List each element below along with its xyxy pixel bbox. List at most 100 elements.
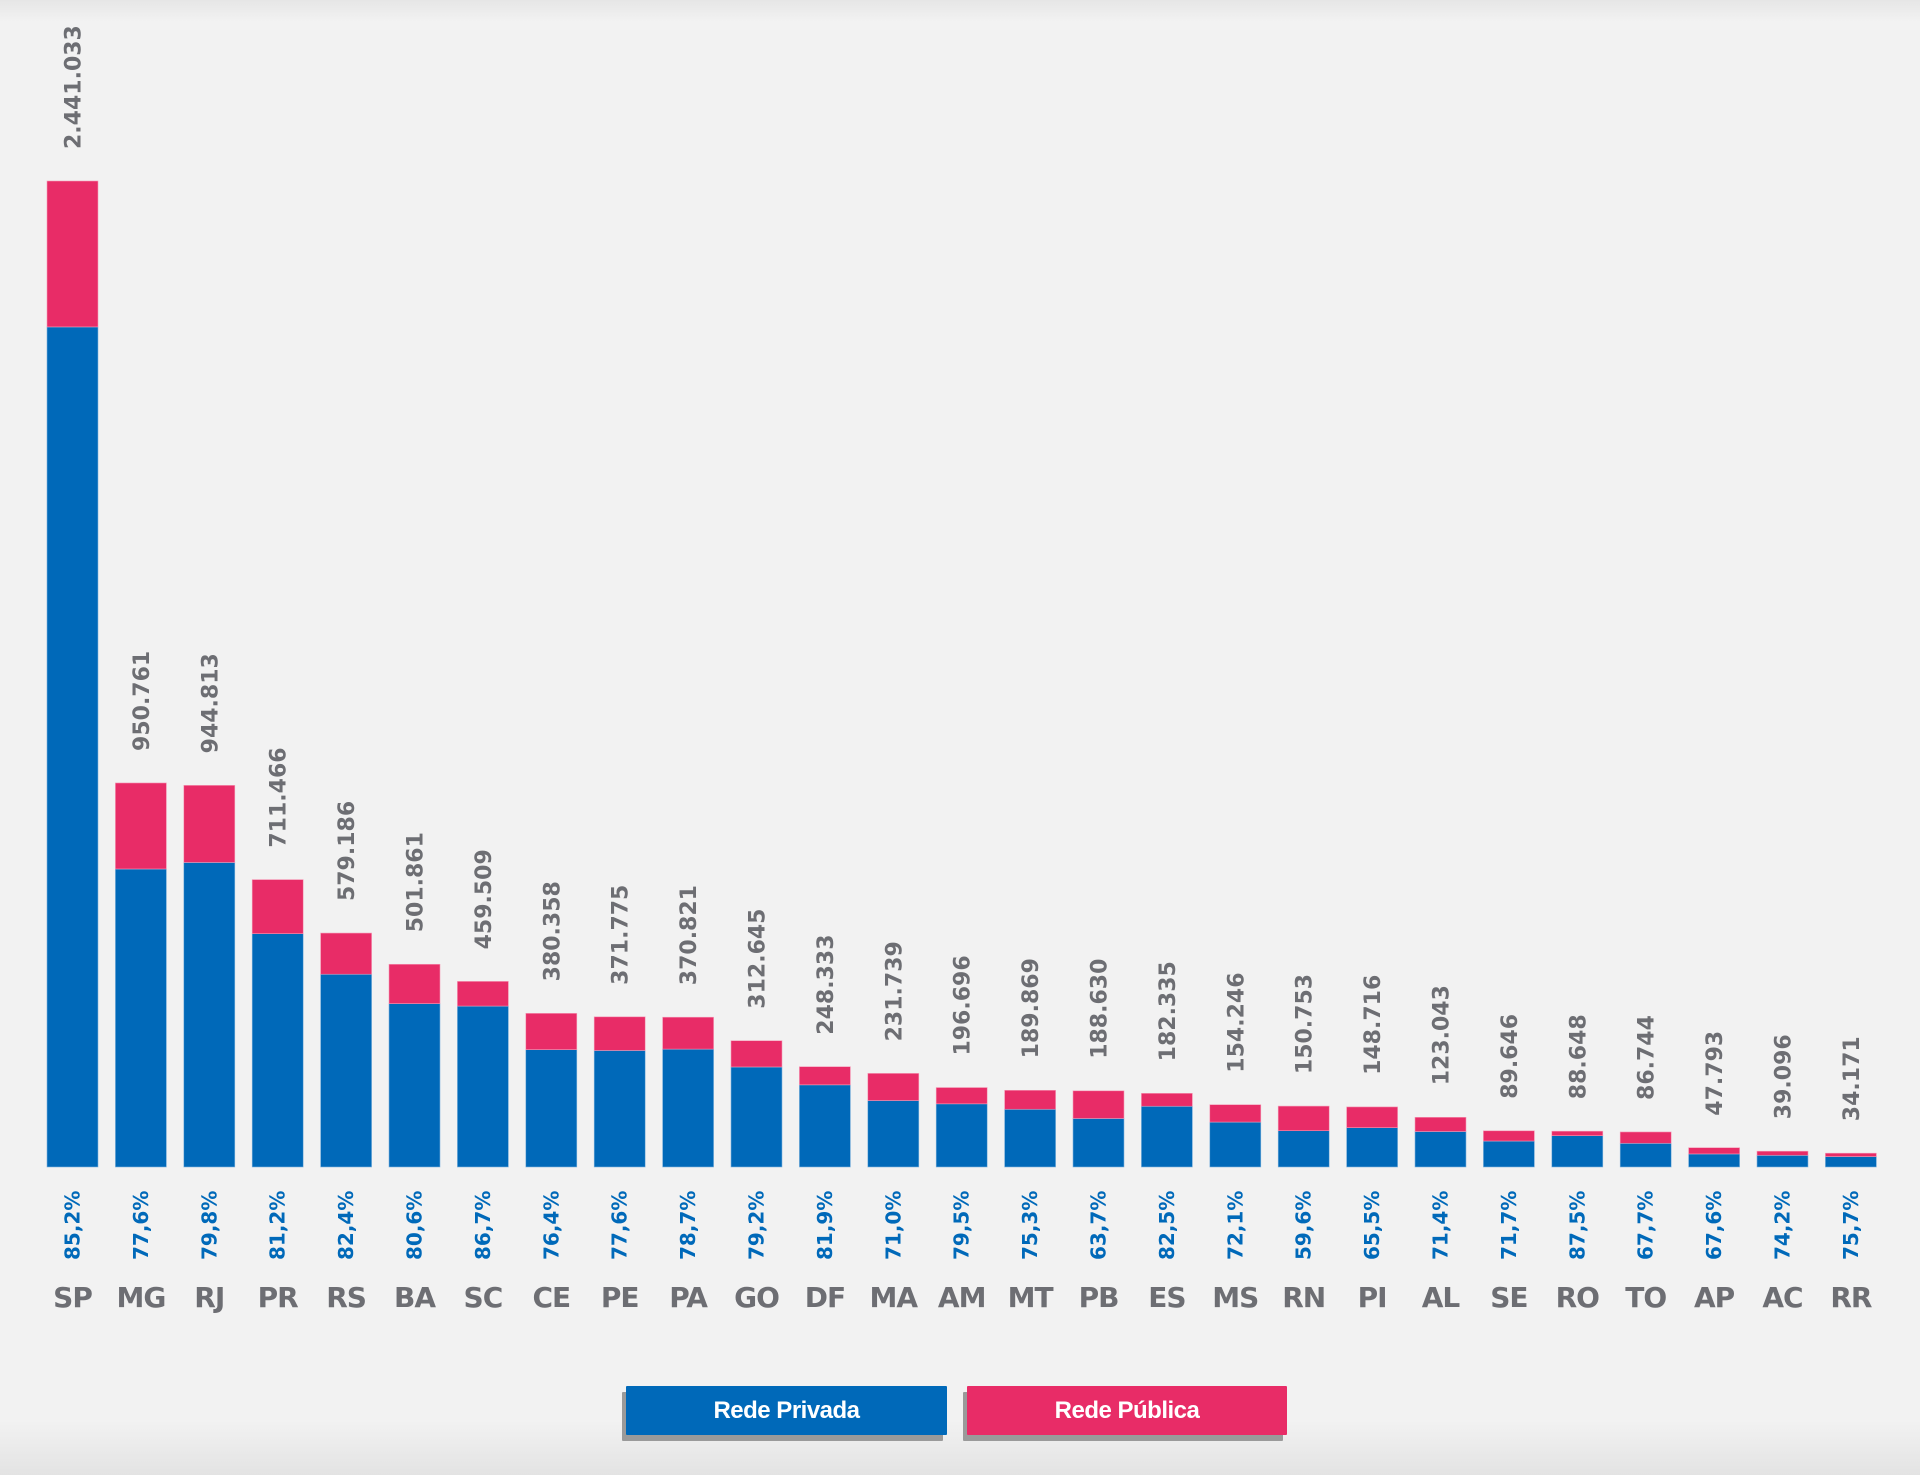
bar-rede-publica-sc <box>457 981 509 1007</box>
x-tick-label-rn: RN <box>1282 1281 1325 1314</box>
total-label-ac: 39.096 <box>1772 1034 1797 1119</box>
bar-rede-publica-ce <box>525 1013 578 1050</box>
private-share-label-go: 79,2% <box>745 1191 769 1260</box>
private-share-label-sp: 85,2% <box>61 1191 85 1260</box>
total-label-ce: 380.358 <box>540 881 565 981</box>
private-share-label-ap: 67,6% <box>1702 1191 1726 1260</box>
private-share-label-sc: 86,7% <box>471 1191 495 1260</box>
total-label-se: 89.646 <box>1498 1014 1523 1099</box>
x-tick-label-pb: PB <box>1079 1281 1119 1314</box>
bar-rede-publica-ba <box>388 963 441 1004</box>
total-label-sc: 459.509 <box>472 849 497 949</box>
bar-rede-publica-mg <box>115 782 167 870</box>
bar-rede-publica-rs <box>320 932 372 975</box>
bar-rede-privada-mt <box>1004 1108 1056 1168</box>
total-label-ma: 231.739 <box>882 941 907 1041</box>
total-label-df: 248.333 <box>814 934 839 1034</box>
legend-label-rede-publica: Rede Pública <box>1054 1396 1200 1424</box>
total-label-pa: 370.821 <box>677 885 702 985</box>
bar-rede-publica-ap <box>1688 1147 1740 1155</box>
bar-rede-privada-ms <box>1209 1121 1262 1168</box>
private-share-label-ac: 74,2% <box>1771 1191 1795 1260</box>
bar-rede-publica-ro <box>1551 1130 1604 1136</box>
private-share-label-to: 67,7% <box>1634 1191 1658 1260</box>
x-tick-label-to: TO <box>1625 1281 1666 1314</box>
total-label-ap: 47.793 <box>1703 1031 1728 1116</box>
total-label-sp: 2.441.033 <box>62 25 87 149</box>
bar-rede-privada-se <box>1483 1140 1535 1168</box>
x-tick-label-ac: AC <box>1762 1281 1802 1314</box>
private-share-label-se: 71,7% <box>1497 1191 1521 1260</box>
x-tick-label-ro: RO <box>1556 1281 1600 1314</box>
private-share-label-pr: 81,2% <box>266 1191 290 1260</box>
private-share-label-df: 81,9% <box>813 1191 837 1260</box>
bar-rede-privada-ce <box>525 1049 578 1168</box>
total-label-al: 123.043 <box>1430 985 1455 1085</box>
private-share-label-pi: 65,5% <box>1360 1191 1384 1260</box>
bar-rede-privada-to <box>1619 1142 1672 1168</box>
legend-item-rede-privada: Rede Privada <box>626 1386 947 1435</box>
x-tick-label-rr: RR <box>1830 1281 1872 1314</box>
private-share-label-mg: 77,6% <box>129 1191 153 1260</box>
bar-rede-privada-am <box>935 1103 988 1168</box>
total-label-mg: 950.761 <box>130 651 155 751</box>
total-label-mt: 189.869 <box>1019 958 1044 1058</box>
bar-rede-publica-pe <box>593 1016 646 1051</box>
bar-rede-privada-pb <box>1072 1118 1125 1168</box>
bar-rede-privada-es <box>1141 1105 1193 1168</box>
bar-rede-publica-se <box>1483 1130 1535 1142</box>
bar-rede-publica-es <box>1141 1093 1193 1107</box>
bar-rede-publica-sp <box>46 180 99 328</box>
bar-rede-publica-df <box>799 1066 851 1086</box>
bar-rede-publica-rr <box>1825 1152 1877 1157</box>
bar-rede-privada-pr <box>251 933 304 1168</box>
bar-rede-privada-df <box>799 1084 851 1168</box>
bar-rede-publica-to <box>1619 1131 1672 1144</box>
x-tick-label-ba: BA <box>394 1281 436 1314</box>
x-tick-label-ma: MA <box>870 1281 919 1314</box>
bar-rede-publica-pr <box>251 879 304 934</box>
total-label-ms: 154.246 <box>1224 972 1249 1072</box>
private-share-label-ce: 76,4% <box>539 1191 563 1260</box>
private-share-label-ma: 71,0% <box>881 1191 905 1260</box>
private-share-label-mt: 75,3% <box>1018 1191 1042 1260</box>
x-tick-label-go: GO <box>734 1281 779 1314</box>
bar-rede-privada-rr <box>1825 1156 1877 1168</box>
bar-rede-privada-rn <box>1277 1130 1330 1168</box>
total-label-go: 312.645 <box>746 909 771 1009</box>
x-tick-label-sc: SC <box>464 1281 503 1314</box>
bar-rede-privada-ro <box>1551 1135 1604 1168</box>
total-label-rn: 150.753 <box>1293 974 1318 1074</box>
bar-rede-privada-rj <box>183 862 236 1168</box>
private-share-label-es: 82,5% <box>1155 1191 1179 1260</box>
legend-label-rede-privada: Rede Privada <box>713 1396 860 1424</box>
total-label-pb: 188.630 <box>1088 959 1113 1059</box>
private-share-label-rn: 59,6% <box>1292 1191 1316 1260</box>
total-label-rs: 579.186 <box>335 801 360 901</box>
legend-item-rede-publica: Rede Pública <box>967 1386 1287 1435</box>
bar-rede-privada-ap <box>1688 1153 1740 1168</box>
x-tick-label-pr: PR <box>258 1281 299 1314</box>
total-label-es: 182.335 <box>1156 961 1181 1061</box>
bar-rede-publica-al <box>1414 1116 1467 1132</box>
x-tick-label-pa: PA <box>669 1281 708 1314</box>
total-label-rj: 944.813 <box>198 653 223 753</box>
private-share-label-pe: 77,6% <box>608 1191 632 1260</box>
x-tick-label-sp: SP <box>53 1281 92 1314</box>
bar-rede-publica-pa <box>662 1016 714 1050</box>
bar-rede-privada-go <box>730 1066 783 1168</box>
private-share-label-al: 71,4% <box>1429 1191 1453 1260</box>
private-share-label-pb: 63,7% <box>1087 1191 1111 1260</box>
bar-rede-publica-ms <box>1209 1104 1262 1123</box>
private-share-label-pa: 78,7% <box>676 1191 700 1260</box>
bar-rede-publica-rn <box>1277 1105 1330 1132</box>
stacked-bar-chart: 2.441.033 85,2% SP 950.761 77,6% MG 944.813 79,… <box>46 25 1877 1314</box>
x-tick-label-df: DF <box>805 1281 845 1314</box>
total-label-pr: 711.466 <box>267 747 292 847</box>
bar-rede-privada-mg <box>115 868 167 1168</box>
x-tick-label-ap: AP <box>1694 1281 1735 1314</box>
x-tick-label-am: AM <box>938 1281 986 1314</box>
bar-rede-publica-am <box>935 1087 988 1105</box>
private-share-label-ms: 72,1% <box>1223 1191 1247 1260</box>
bar-rede-publica-go <box>730 1040 783 1068</box>
